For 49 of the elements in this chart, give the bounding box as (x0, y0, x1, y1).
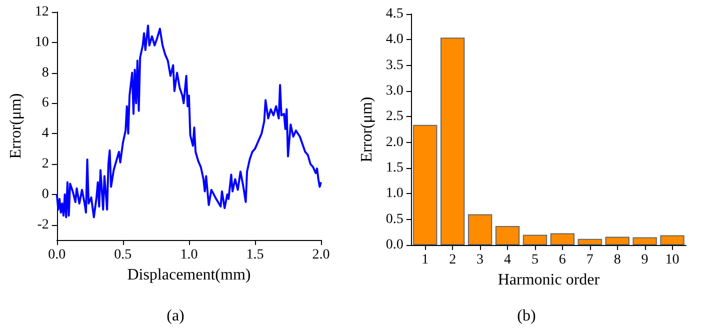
x-tick-label: 1.5 (246, 248, 264, 262)
y-tick-label: 4.5 (386, 6, 404, 22)
bar (440, 38, 465, 245)
y-tick-label: 2 (42, 156, 49, 172)
bar (660, 235, 684, 245)
bar (578, 238, 602, 245)
y-axis-title: Error(μm) (358, 96, 376, 162)
bar (550, 233, 575, 245)
y-tick-label: 1.0 (386, 186, 404, 202)
x-tick-label: 7 (586, 252, 594, 268)
y-tick-label: 0 (42, 186, 49, 202)
y-tick-label: 12 (34, 4, 49, 20)
y-tick-label: 1.5 (386, 160, 404, 176)
x-tick-label: 9 (641, 252, 648, 268)
line-series (56, 24, 322, 218)
y-tick-label: 0.0 (386, 238, 404, 252)
x-tick-label: 4 (504, 252, 512, 268)
y-tick-label: 10 (34, 34, 49, 50)
bar (522, 234, 548, 245)
y-tick-label: 3.0 (386, 84, 404, 98)
bar (413, 124, 438, 245)
bar (468, 214, 492, 245)
x-axis-title: Harmonic order (498, 271, 600, 288)
x-tick-label: 2.0 (312, 248, 330, 262)
bar (632, 237, 657, 245)
x-tick-label: 8 (614, 252, 621, 268)
y-tick-label: 6 (42, 96, 49, 111)
y-tick-label: 8 (42, 65, 49, 80)
x-tick-label: 5 (531, 252, 538, 268)
y-tick-label: 2.0 (386, 134, 404, 150)
y-tick-label: 4 (42, 126, 49, 142)
x-tick-label: 2 (449, 252, 456, 268)
y-tick-label: 3.5 (386, 58, 404, 73)
x-tick-label: 1 (422, 252, 429, 268)
x-axis-title: Displacement(mm) (127, 266, 251, 284)
x-tick-label: 3 (476, 252, 484, 268)
y-tick-label: -2 (37, 217, 49, 232)
text: (b) (517, 308, 536, 324)
y-tick-label: 0.5 (386, 212, 404, 227)
text: (a) (166, 308, 184, 324)
bar (495, 226, 520, 245)
y-tick-label: 4.0 (386, 32, 404, 48)
y-tick-label: 2.5 (386, 109, 404, 124)
x-tick-label: 6 (558, 252, 566, 268)
x-tick-label: 0.5 (114, 248, 132, 262)
x-tick-label: 10 (665, 252, 680, 268)
y-axis-title: Error(μm) (8, 93, 24, 159)
x-tick-label: 1.0 (180, 248, 198, 262)
bar (605, 236, 630, 245)
